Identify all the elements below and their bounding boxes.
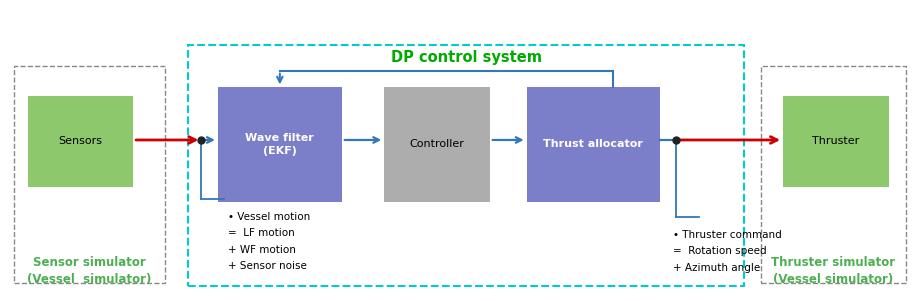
Bar bbox=[761, 66, 906, 283]
Bar bbox=[218, 87, 342, 202]
Text: • Vessel motion: • Vessel motion bbox=[228, 212, 310, 222]
Text: Thruster: Thruster bbox=[812, 136, 859, 147]
Bar bbox=[28, 96, 133, 187]
Text: DP control system: DP control system bbox=[391, 50, 542, 65]
Text: + Azimuth angle: + Azimuth angle bbox=[673, 263, 760, 273]
Text: Wave filter
(EKF): Wave filter (EKF) bbox=[245, 133, 314, 156]
Text: =  Rotation speed: = Rotation speed bbox=[673, 246, 766, 256]
Bar bbox=[384, 87, 490, 202]
Bar bbox=[527, 87, 660, 202]
Text: Sensor simulator
(Vessel  simulator): Sensor simulator (Vessel simulator) bbox=[27, 256, 152, 286]
Text: Thrust allocator: Thrust allocator bbox=[543, 139, 643, 150]
Text: • Thruster command: • Thruster command bbox=[673, 230, 781, 240]
Text: Thruster simulator
(Vessel simulator): Thruster simulator (Vessel simulator) bbox=[771, 256, 896, 286]
Text: Sensors: Sensors bbox=[59, 136, 102, 147]
Bar bbox=[14, 66, 165, 283]
Text: =  LF motion: = LF motion bbox=[228, 228, 295, 238]
Text: Controller: Controller bbox=[410, 139, 464, 150]
Text: + WF motion: + WF motion bbox=[228, 245, 296, 255]
Bar bbox=[783, 96, 889, 187]
Bar bbox=[188, 45, 744, 286]
Text: + Sensor noise: + Sensor noise bbox=[228, 261, 307, 272]
